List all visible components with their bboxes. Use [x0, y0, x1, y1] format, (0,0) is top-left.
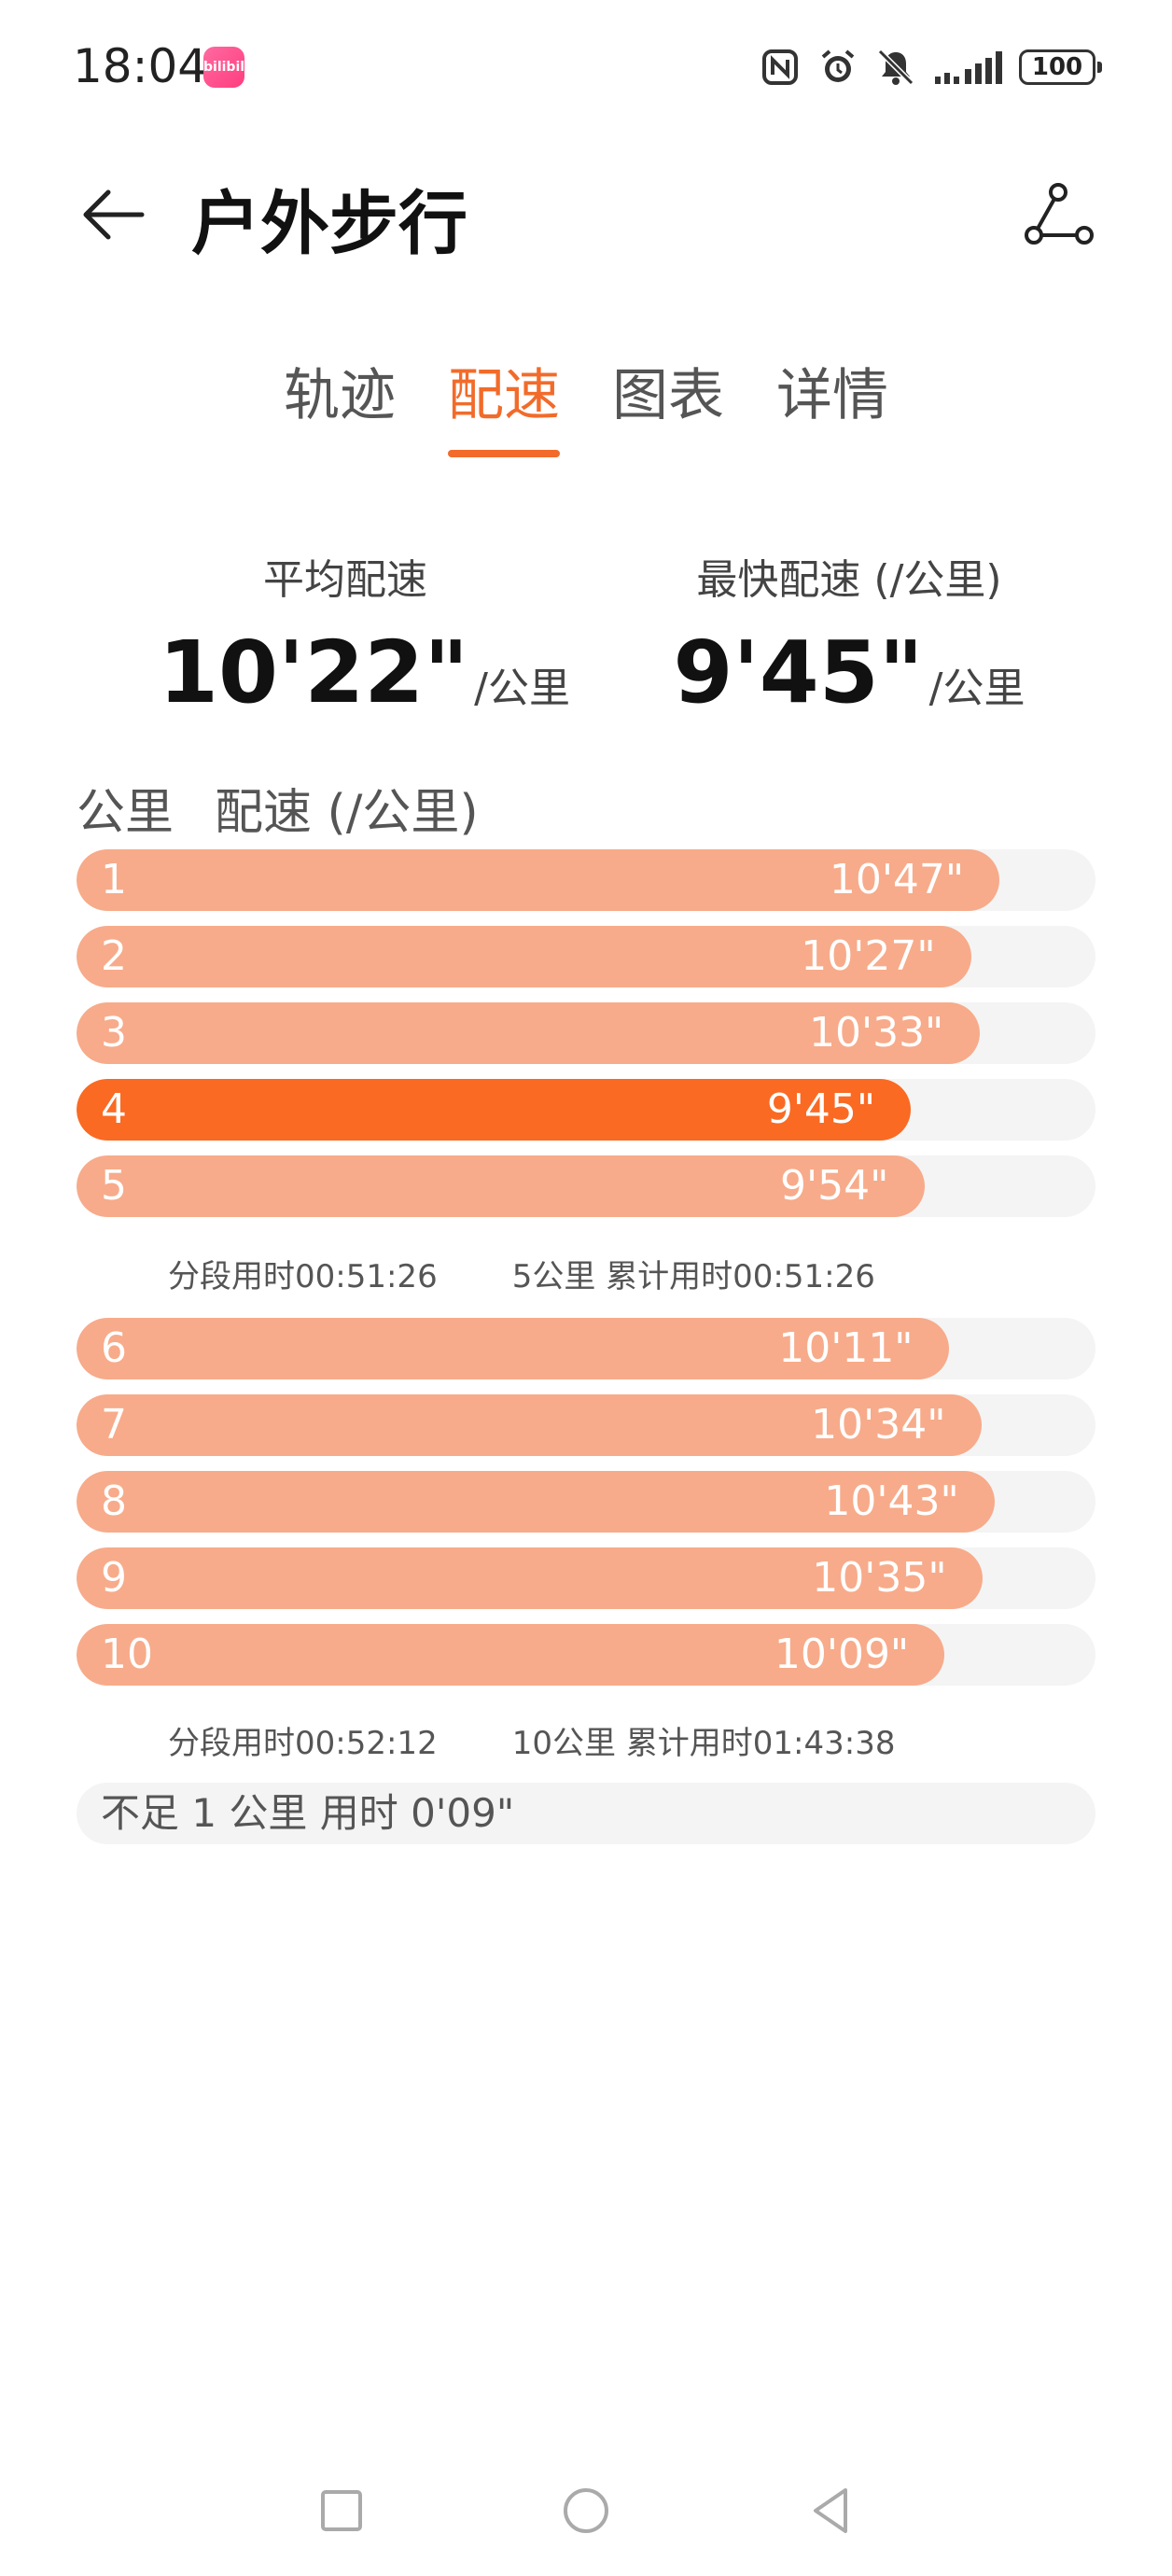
- km-pace: 10'33": [808, 1009, 944, 1057]
- km-pace: 9'54": [780, 1162, 889, 1210]
- pace-bar-row: 1 10'47": [77, 849, 1095, 911]
- km-number: 1: [101, 856, 127, 903]
- pace-bar-row: 5 9'54": [77, 1155, 1095, 1217]
- pace-bar-fill: [77, 849, 1000, 911]
- km-pace: 10'35": [812, 1554, 947, 1602]
- pace-bar-fill: [77, 1079, 912, 1141]
- tab-pace[interactable]: 配速: [448, 350, 560, 457]
- pace-bar-row: 3 10'33": [77, 1002, 1095, 1064]
- km-number: 8: [101, 1477, 127, 1525]
- pace-bar-fill: [77, 1547, 983, 1609]
- mute-icon: [875, 47, 916, 88]
- system-icons: 100: [760, 43, 1102, 91]
- pace-bar-fill: [77, 1155, 925, 1217]
- tab-chart[interactable]: 图表: [612, 363, 724, 428]
- km-pace: 10'43": [824, 1477, 959, 1525]
- pace-bar-fill: [77, 1002, 980, 1064]
- pace-bar-fill: [77, 926, 971, 987]
- km-pace: 9'45": [766, 1085, 876, 1133]
- average-pace-label: 平均配速: [263, 556, 427, 604]
- segment-cumulative-time: 10公里 累计用时01:43:38: [511, 1725, 896, 1762]
- pace-bar-row: 2 10'27": [77, 926, 1095, 987]
- alarm-icon: [817, 47, 858, 88]
- back-button[interactable]: [77, 177, 151, 252]
- segment-summary-1: 分段用时00:51:26 5公里 累计用时00:51:26: [168, 1251, 875, 1296]
- km-pace: 10'27": [801, 932, 936, 980]
- arrow-left-icon: [83, 189, 145, 240]
- remainder-row: 不足 1 公里 用时 0'09": [77, 1783, 1095, 1844]
- pace-bar-row: 9 10'35": [77, 1547, 1095, 1609]
- page-title: 户外步行: [191, 184, 467, 264]
- square-icon: [321, 2490, 362, 2531]
- average-pace: 平均配速 10'22"/公里: [159, 546, 570, 722]
- km-number: 9: [101, 1554, 127, 1602]
- pace-bar-fill: [77, 1394, 982, 1456]
- segment-split-time: 分段用时00:52:12: [168, 1725, 438, 1762]
- pace-bar-row: 6 10'11": [77, 1318, 1095, 1379]
- bilibili-icon: bilibili: [203, 47, 249, 88]
- pace-column-label: 配速 (/公里): [215, 785, 479, 841]
- signal-icon: [933, 47, 1002, 88]
- km-number: 10: [101, 1631, 153, 1678]
- pace-bar-fill: [77, 1318, 949, 1379]
- back-nav-button[interactable]: [801, 2481, 860, 2541]
- nfc-icon: [760, 47, 801, 88]
- tab-bar: 轨迹 配速 图表 详情: [0, 350, 1172, 457]
- km-pace: 10'11": [778, 1324, 914, 1372]
- km-number: 6: [101, 1324, 127, 1372]
- triangle-back-icon: [814, 2488, 847, 2533]
- status-time: 18:04: [73, 39, 208, 93]
- tab-track[interactable]: 轨迹: [284, 363, 396, 428]
- status-bar: 18:04 bilibili 100: [0, 0, 1172, 131]
- km-pace: 10'47": [829, 856, 965, 903]
- pace-summary: 平均配速 10'22"/公里 最快配速 (/公里) 9'45"/公里: [0, 546, 1172, 722]
- km-number: 7: [101, 1401, 127, 1449]
- segment-summary-2: 分段用时00:52:12 10公里 累计用时01:43:38: [168, 1717, 895, 1763]
- pace-bar-fill: [77, 1624, 945, 1686]
- km-pace: 10'34": [811, 1401, 946, 1449]
- km-pace: 10'09": [774, 1631, 910, 1678]
- km-number: 4: [101, 1085, 127, 1133]
- km-number: 2: [101, 932, 127, 980]
- km-number: 3: [101, 1009, 127, 1057]
- pace-bar-row: 7 10'34": [77, 1394, 1095, 1456]
- route-button[interactable]: [1021, 177, 1095, 252]
- pace-bar-fill: [77, 1471, 995, 1533]
- fastest-pace-unit: /公里: [928, 665, 1026, 712]
- km-column-label: 公里: [77, 785, 174, 841]
- segment-split-time: 分段用时00:51:26: [168, 1258, 438, 1295]
- battery-indicator: 100: [1019, 49, 1102, 85]
- fastest-pace-label: 最快配速 (/公里): [696, 556, 1002, 604]
- pace-bar-row: 8 10'43": [77, 1471, 1095, 1533]
- pace-bar-row: 10 10'09": [77, 1624, 1095, 1686]
- recents-button[interactable]: [312, 2481, 371, 2541]
- fastest-pace-value: 9'45": [673, 623, 924, 722]
- pace-bars-group-1: 1 10'47" 2 10'27" 3 10'33" 4 9'45" 5 9'54": [77, 849, 1095, 1232]
- route-icon: [1025, 183, 1094, 245]
- fastest-pace: 最快配速 (/公里) 9'45"/公里: [653, 546, 1045, 722]
- pace-bars-group-2: 6 10'11" 7 10'34" 8 10'43" 9 10'35" 10 10'09": [77, 1318, 1095, 1701]
- tab-details[interactable]: 详情: [776, 363, 888, 428]
- system-nav-bar: [0, 2464, 1172, 2557]
- km-number: 5: [101, 1162, 127, 1210]
- average-pace-value: 10'22": [159, 623, 469, 722]
- pace-bar-row: 4 9'45": [77, 1079, 1095, 1141]
- average-pace-unit: /公里: [474, 665, 570, 712]
- segment-cumulative-time: 5公里 累计用时00:51:26: [511, 1258, 875, 1295]
- table-header: 公里 配速 (/公里): [77, 773, 479, 843]
- circle-icon: [564, 2488, 608, 2533]
- home-button[interactable]: [556, 2481, 616, 2541]
